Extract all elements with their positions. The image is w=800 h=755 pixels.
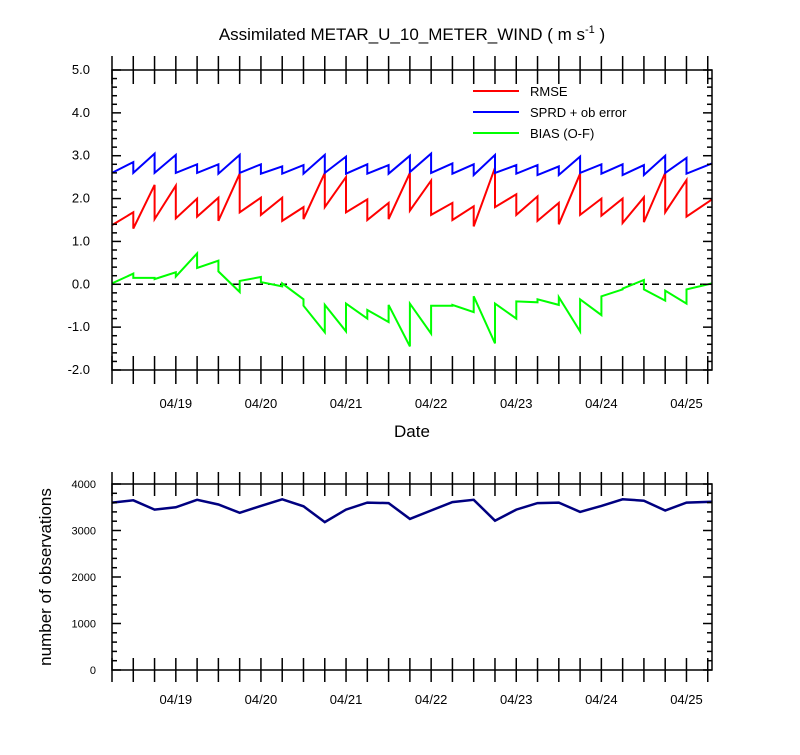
top-chart-xtick-labels: 04/19 04/20 04/21 04/22 04/23 04/24 04/25 [160,396,703,411]
bottom-ytick-label: 1000 [72,619,96,631]
bottom-xtick-label: 04/19 [160,692,193,707]
legend-label-rmse: RMSE [530,84,568,99]
bottom-chart-series-group [111,497,713,524]
top-series-line-rmse [111,167,713,230]
legend: RMSE SPRD + ob error BIAS (O-F) [473,84,627,141]
bottom-chart-xtick-labels: 04/19 04/20 04/21 04/22 04/23 04/24 04/25 [160,692,703,707]
top-xtick-label: 04/21 [330,396,363,411]
top-ytick-label: 1.0 [72,233,90,248]
top-ytick-label: 5.0 [72,62,90,77]
bottom-xtick-label: 04/23 [500,692,533,707]
top-chart-frame [111,69,713,371]
legend-label-bias-o-f: BIAS (O-F) [530,126,594,141]
chart-title-suffix: ) [595,25,605,44]
bottom-xtick-label: 04/24 [585,692,618,707]
chart-title: Assimilated METAR_U_10_METER_WIND ( m s-… [219,24,605,44]
chart-title-superscript: -1 [585,24,595,36]
top-series-line-sprd-ob-error [111,151,713,178]
top-xtick-label: 04/23 [500,396,533,411]
y-axis-label-observations: number of observations [36,488,55,666]
top-xtick-label: 04/25 [670,396,703,411]
top-ytick-label: -1.0 [68,319,90,334]
bottom-series-line-observations [111,497,713,524]
bottom-chart-ticks-group [111,472,712,682]
bottom-xtick-label: 04/21 [330,692,363,707]
top-ytick-label: 2.0 [72,191,90,206]
bottom-ytick-label: 4000 [72,479,96,491]
bottom-ytick-label: 2000 [72,572,96,584]
bottom-xtick-label: 04/20 [245,692,278,707]
top-chart-ytick-labels: -2.0 -1.0 0.0 1.0 2.0 3.0 4.0 5.0 [68,62,90,377]
bottom-ytick-label: 0 [90,665,96,677]
top-ytick-label: 3.0 [72,148,90,163]
chart-title-main: Assimilated METAR_U_10_METER_WIND ( m s [219,25,585,44]
bottom-chart-ytick-labels: 0 1000 2000 3000 4000 [72,479,96,677]
x-axis-label: Date [394,422,430,441]
top-xtick-label: 04/19 [160,396,193,411]
top-xtick-label: 04/24 [585,396,618,411]
top-ytick-label: 0.0 [72,276,90,291]
top-chart-series-group [111,151,713,347]
top-ytick-label: 4.0 [72,105,90,120]
bottom-xtick-label: 04/22 [415,692,448,707]
bottom-chart-frame [111,483,713,671]
top-xtick-label: 04/20 [245,396,278,411]
legend-label-sprd-ob-error: SPRD + ob error [530,105,627,120]
bottom-xtick-label: 04/25 [670,692,703,707]
top-series-line-bias-o-f [111,250,713,347]
top-ytick-label: -2.0 [68,362,90,377]
top-xtick-label: 04/22 [415,396,448,411]
bottom-ytick-label: 3000 [72,526,96,538]
